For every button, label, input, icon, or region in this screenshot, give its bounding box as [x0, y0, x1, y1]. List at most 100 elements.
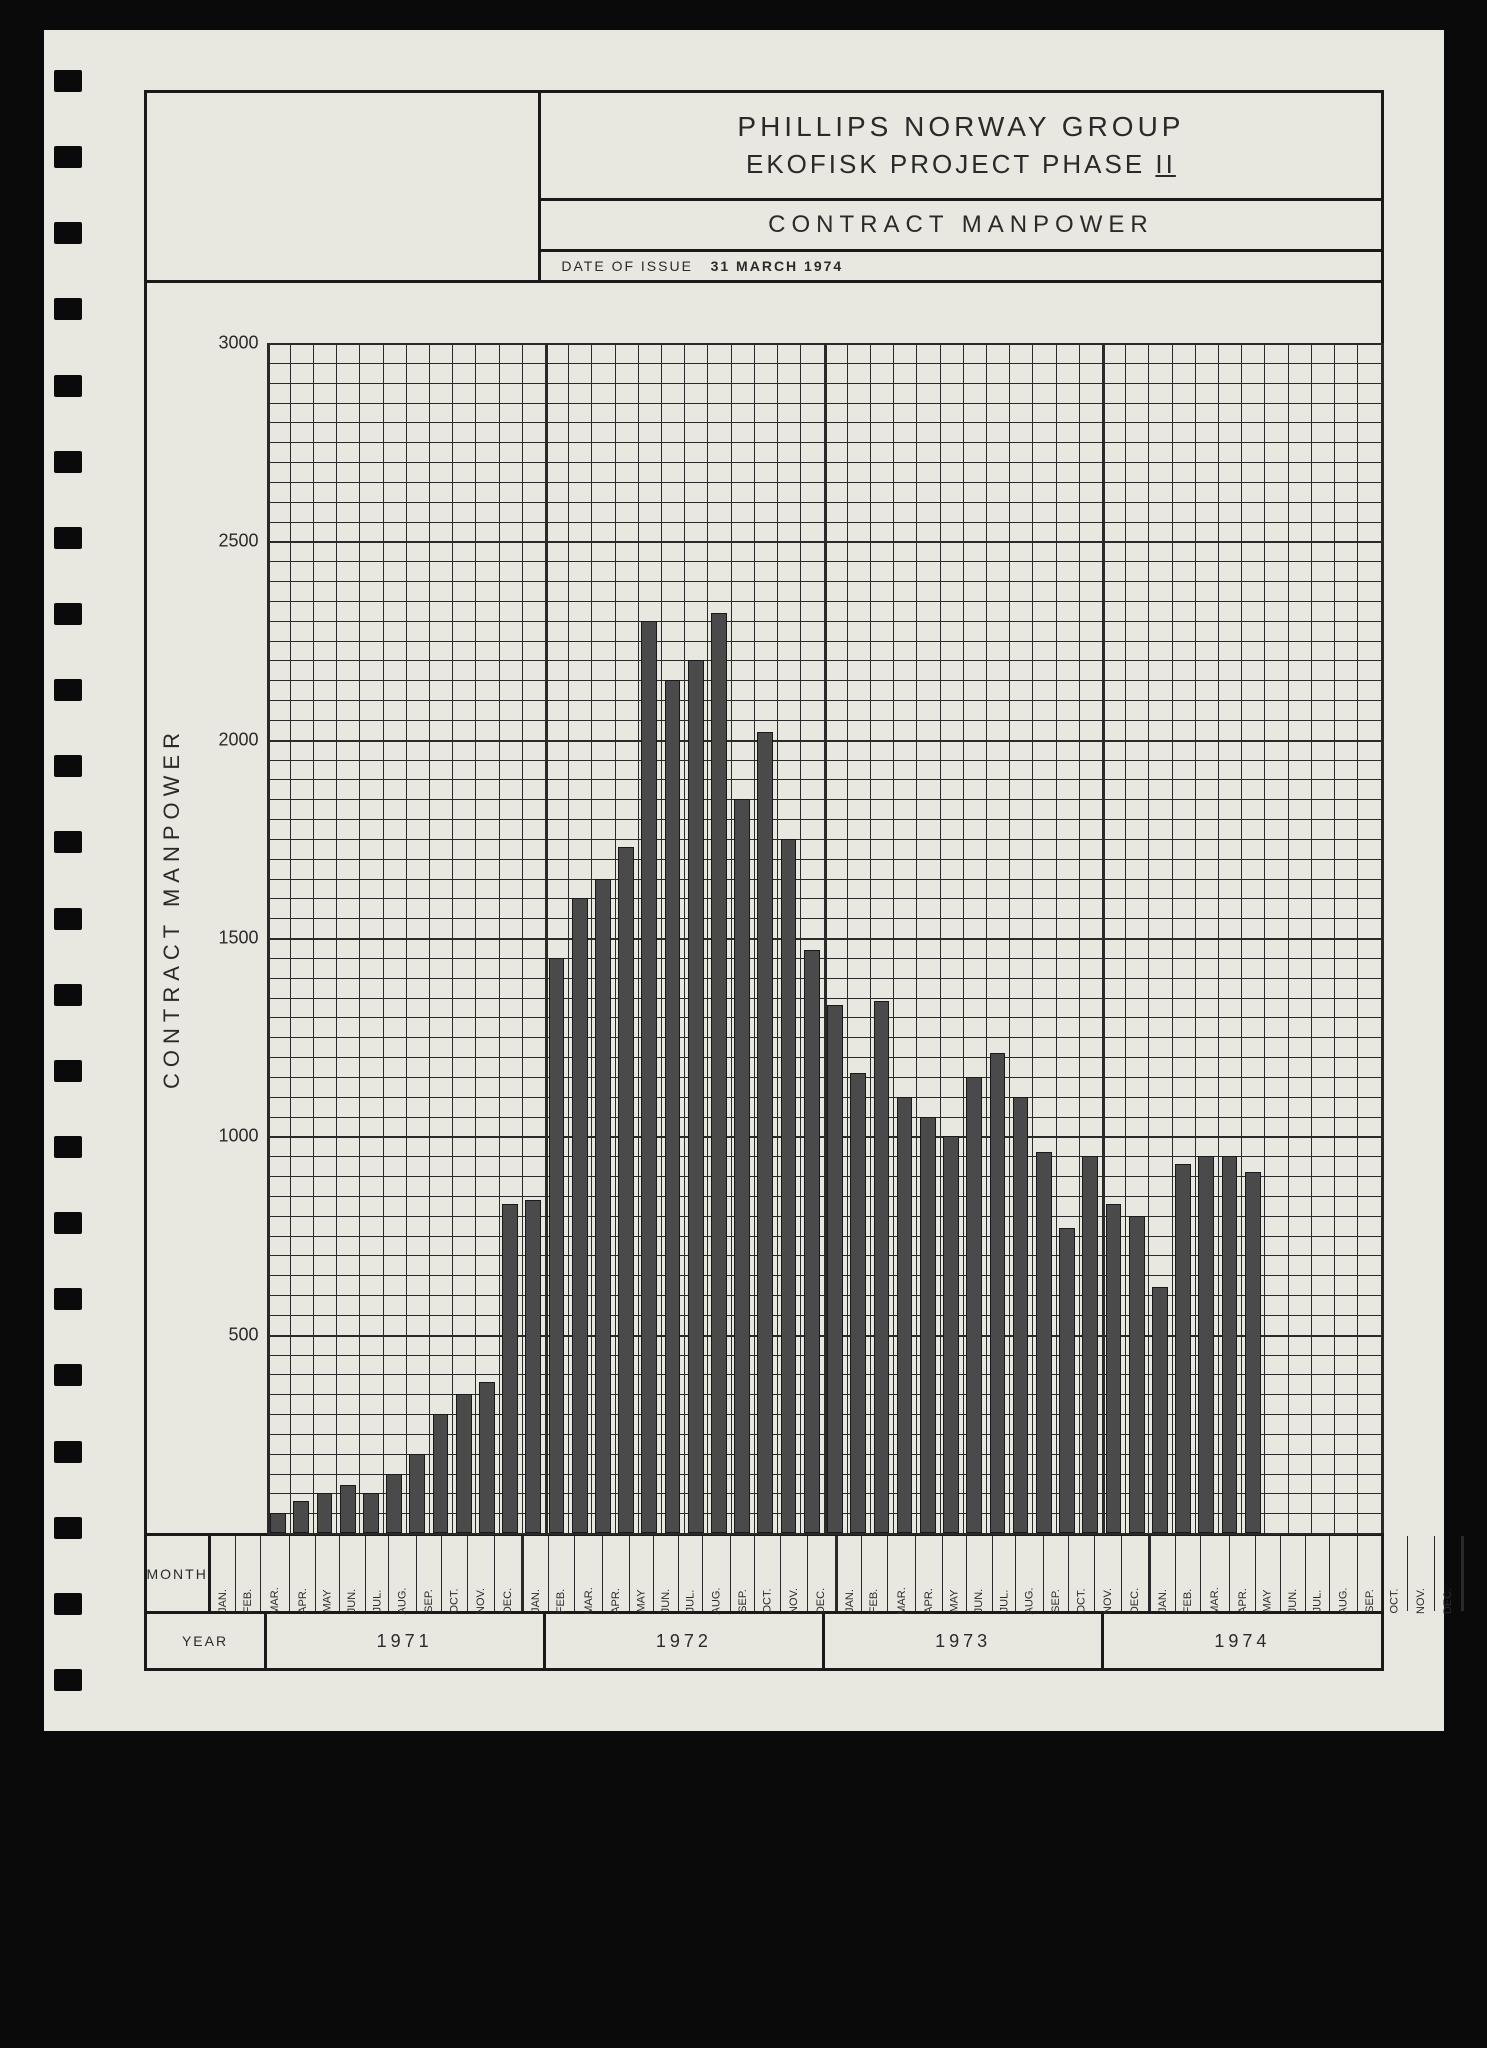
bar-slot: [707, 343, 730, 1533]
gridline-major-h: [267, 1533, 1381, 1535]
bar-slot: [1218, 343, 1241, 1533]
bar: [641, 621, 657, 1533]
header-left-box: [147, 93, 542, 283]
month-label: MAY: [322, 1589, 334, 1612]
month-label: MAR.: [896, 1587, 908, 1615]
bar: [502, 1204, 518, 1533]
bar-slot: [499, 343, 522, 1533]
bar: [317, 1493, 333, 1533]
month-cell: JAN.: [838, 1536, 863, 1611]
month-cell: MAY: [316, 1536, 340, 1611]
bar: [363, 1493, 379, 1533]
bar: [711, 613, 727, 1533]
month-cell: NOV.: [1095, 1536, 1122, 1611]
month-label: NOV.: [1415, 1588, 1427, 1614]
bar: [293, 1501, 309, 1533]
bar-slot: [1125, 343, 1148, 1533]
month-cell: DEC.: [495, 1536, 524, 1611]
bar: [804, 950, 820, 1533]
title-line-2: EKOFISK PROJECT PHASE II: [561, 149, 1360, 180]
bar: [433, 1414, 449, 1533]
bar: [1106, 1204, 1122, 1533]
bar-slot: [847, 343, 870, 1533]
bar-slot: [1171, 343, 1194, 1533]
bar: [525, 1200, 541, 1533]
month-cell: OCT.: [755, 1536, 781, 1611]
bar-slot: [661, 343, 684, 1533]
month-label: NOV.: [475, 1588, 487, 1614]
bar: [943, 1136, 959, 1533]
bar: [734, 799, 750, 1533]
month-cell: OCT.: [1069, 1536, 1095, 1611]
month-label: MAR.: [269, 1587, 281, 1615]
month-cell: MAY: [1256, 1536, 1280, 1611]
bar: [827, 1005, 843, 1533]
month-cell: NOV.: [468, 1536, 495, 1611]
month-label: NOV.: [1102, 1588, 1114, 1614]
bars-container: [267, 343, 1381, 1533]
month-label: JUL.: [1311, 1590, 1323, 1613]
year-cells: 1971197219731974: [267, 1614, 1381, 1668]
chart-area: CONTRACT MANPOWER 5001000150020002500300…: [147, 283, 1381, 1533]
bar-slot: [1102, 343, 1125, 1533]
bar: [1013, 1097, 1029, 1533]
y-tick-label: 2000: [218, 729, 258, 750]
bar-slot: [823, 343, 846, 1533]
y-axis-label: CONTRACT MANPOWER: [159, 727, 185, 1089]
binding-holes: [54, 70, 84, 1691]
month-cell: MAR.: [261, 1536, 290, 1611]
month-cell: AUG.: [389, 1536, 417, 1611]
bar: [386, 1474, 402, 1534]
bar-slot: [1032, 343, 1055, 1533]
bar: [1059, 1228, 1075, 1533]
month-label: DEC.: [1442, 1588, 1454, 1614]
bar-slot: [336, 343, 359, 1533]
bar: [920, 1117, 936, 1534]
bar-slot: [1055, 343, 1078, 1533]
y-tick-label: 3000: [218, 333, 258, 354]
bar: [479, 1382, 495, 1533]
bar: [1175, 1164, 1191, 1533]
month-label: MAR.: [1209, 1587, 1221, 1615]
month-cell: AUG.: [1016, 1536, 1044, 1611]
bar: [618, 847, 634, 1533]
month-label: FEB.: [1182, 1589, 1194, 1613]
month-cell: MAY: [630, 1536, 654, 1611]
month-cell: APR.: [916, 1536, 943, 1611]
bar-slot: [429, 343, 452, 1533]
month-cell: SEP.: [1358, 1536, 1383, 1611]
month-row: MONTH JAN.FEB.MAR.APR.MAYJUN.JUL.AUG.SEP…: [147, 1536, 1381, 1614]
bar: [688, 660, 704, 1533]
month-label: AUG.: [1024, 1588, 1036, 1615]
month-label: APR.: [296, 1588, 308, 1614]
bar-slot: [452, 343, 475, 1533]
bar: [409, 1454, 425, 1533]
month-cell: JUN.: [967, 1536, 992, 1611]
month-label: OCT.: [762, 1588, 774, 1613]
bar: [1129, 1216, 1145, 1533]
bar-slot: [1334, 343, 1357, 1533]
month-label: JUL.: [685, 1590, 697, 1613]
month-cell: FEB.: [549, 1536, 574, 1611]
bar-slot: [1079, 343, 1102, 1533]
bar-slot: [522, 343, 545, 1533]
y-tick-label: 500: [228, 1324, 258, 1345]
month-cell: JUN.: [340, 1536, 365, 1611]
month-cell: JAN.: [1151, 1536, 1176, 1611]
month-row-label: MONTH: [147, 1536, 211, 1611]
month-label: APR.: [610, 1588, 622, 1614]
month-cell: JUL.: [679, 1536, 703, 1611]
month-label: FEB.: [555, 1589, 567, 1613]
month-cells: JAN.FEB.MAR.APR.MAYJUN.JUL.AUG.SEP.OCT.N…: [211, 1536, 1465, 1611]
month-cell: SEP.: [1044, 1536, 1069, 1611]
bar-slot: [1264, 343, 1287, 1533]
bar: [1036, 1152, 1052, 1533]
bar-slot: [1311, 343, 1334, 1533]
bar: [966, 1077, 982, 1533]
month-label: MAY: [949, 1589, 961, 1612]
bar-slot: [986, 343, 1009, 1533]
month-label: MAY: [635, 1589, 647, 1612]
month-cell: MAY: [943, 1536, 967, 1611]
bar: [781, 839, 797, 1533]
month-cell: MAR.: [575, 1536, 604, 1611]
